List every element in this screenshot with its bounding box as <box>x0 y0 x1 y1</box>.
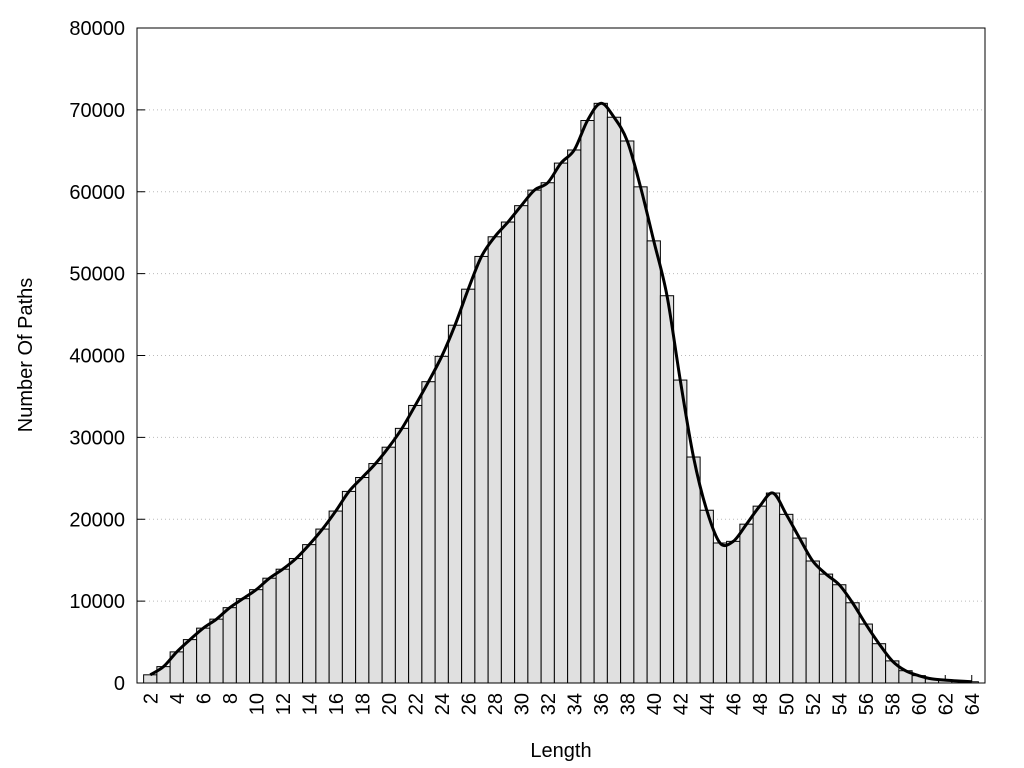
bar <box>302 544 317 684</box>
bar <box>633 186 648 684</box>
x-tick-label: 40 <box>644 693 666 715</box>
bar <box>620 140 635 684</box>
x-tick-label: 48 <box>750 693 772 715</box>
bar <box>527 189 542 684</box>
bar <box>606 116 622 684</box>
bar <box>739 523 754 684</box>
bar <box>567 149 582 684</box>
bar <box>779 513 794 684</box>
bar <box>368 463 383 684</box>
x-tick-label: 10 <box>246 693 268 715</box>
y-tick-label: 50000 <box>69 264 125 286</box>
y-tick-label: 10000 <box>69 591 125 613</box>
bar <box>315 528 330 684</box>
bar <box>222 607 237 684</box>
bar <box>646 240 661 684</box>
bar <box>765 492 781 684</box>
x-tick-label: 32 <box>538 693 560 715</box>
bar <box>500 221 516 684</box>
bar <box>659 295 675 684</box>
bar <box>805 560 820 684</box>
y-tick-label: 60000 <box>69 182 125 204</box>
bar <box>832 584 847 684</box>
x-tick-label: 52 <box>803 693 825 715</box>
bar <box>686 456 701 684</box>
bar <box>818 573 834 684</box>
x-tick-label: 24 <box>432 693 454 715</box>
bar <box>394 427 410 684</box>
bar <box>553 162 569 684</box>
x-tick-label: 42 <box>670 693 692 715</box>
bar <box>673 379 688 684</box>
x-tick-label: 56 <box>856 693 878 715</box>
bar <box>288 558 304 684</box>
bar <box>726 540 741 684</box>
y-axis-label: Number Of Paths <box>15 278 37 433</box>
x-tick-label: 26 <box>458 693 480 715</box>
bar <box>540 182 555 684</box>
y-tick-label: 20000 <box>69 509 125 531</box>
bar <box>593 102 608 684</box>
bar <box>845 602 860 684</box>
x-tick-label: 60 <box>909 693 931 715</box>
x-tick-label: 62 <box>935 693 957 715</box>
smooth-line <box>149 101 972 684</box>
bar <box>182 639 198 684</box>
plot-frame <box>136 27 986 684</box>
bar <box>421 381 436 684</box>
bar <box>209 618 224 684</box>
y-tick-label: 40000 <box>69 346 125 368</box>
x-tick-label: 2 <box>140 693 162 704</box>
x-tick-label: 54 <box>829 693 851 715</box>
x-tick-label: 6 <box>193 693 215 704</box>
bar <box>143 674 158 684</box>
x-axis-label: Length <box>530 740 591 762</box>
bar <box>381 446 396 684</box>
bar <box>196 627 211 684</box>
x-tick-label: 34 <box>564 693 586 715</box>
bar <box>580 120 595 684</box>
x-tick-label: 44 <box>697 693 719 715</box>
bar <box>434 355 449 684</box>
bar <box>328 510 343 684</box>
bar <box>235 598 251 684</box>
y-tick-label: 80000 <box>69 18 125 40</box>
x-tick-label: 58 <box>882 693 904 715</box>
bar <box>752 505 767 684</box>
x-tick-label: 12 <box>273 693 295 715</box>
x-tick-label: 46 <box>723 693 745 715</box>
x-tick-label: 22 <box>405 693 427 715</box>
bar <box>249 589 264 684</box>
x-tick-label: 16 <box>326 693 348 715</box>
bar <box>447 324 463 684</box>
x-tick-label: 28 <box>485 693 507 715</box>
bar <box>262 577 277 684</box>
bar <box>341 490 357 684</box>
y-tick-label: 0 <box>114 673 125 695</box>
bar <box>712 542 728 684</box>
x-tick-label: 36 <box>591 693 613 715</box>
bar <box>792 537 807 684</box>
x-tick-label: 30 <box>511 693 533 715</box>
bar <box>461 288 476 684</box>
x-tick-label: 38 <box>617 693 639 715</box>
x-tick-label: 14 <box>299 693 321 715</box>
x-tick-label: 18 <box>352 693 374 715</box>
bar <box>355 476 370 684</box>
bar <box>699 509 714 684</box>
bar <box>408 404 423 684</box>
y-tick-label: 70000 <box>69 100 125 122</box>
x-tick-label: 50 <box>776 693 798 715</box>
x-tick-label: 4 <box>167 693 189 704</box>
x-tick-label: 8 <box>220 693 242 704</box>
y-tick-label: 30000 <box>69 427 125 449</box>
x-tick-label: 64 <box>962 693 984 715</box>
bar <box>474 255 489 684</box>
bar <box>487 236 502 684</box>
x-tick-label: 20 <box>379 693 401 715</box>
bar <box>275 568 290 684</box>
bar <box>514 205 529 684</box>
